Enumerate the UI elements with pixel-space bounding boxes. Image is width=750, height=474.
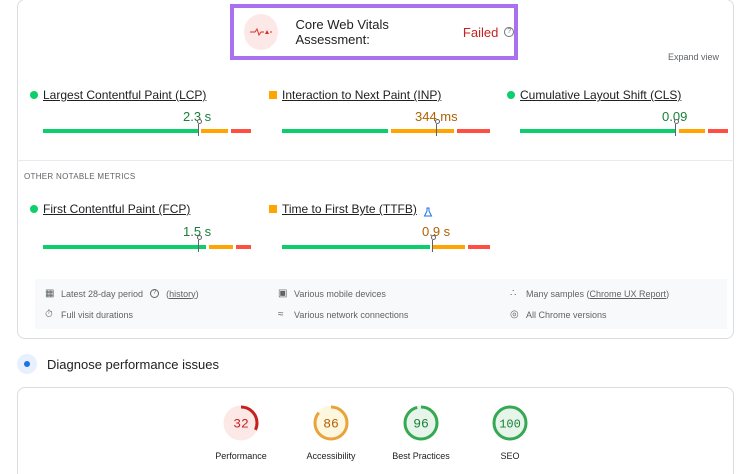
score-gauge-best-practices[interactable]: 96 Best Practices: [381, 404, 461, 461]
seo-label: SEO: [500, 451, 520, 461]
metric-ttfb-distribution-bar: [282, 245, 490, 249]
diagnose-card: [17, 387, 734, 474]
needs-improvement-status-icon: [269, 91, 277, 99]
metric-cls-label[interactable]: Cumulative Layout Shift (CLS): [520, 88, 682, 102]
metric-fcp-marker: [196, 235, 202, 252]
metric-fcp-value: 1.5 s: [183, 224, 212, 239]
accessibility-label: Accessibility: [306, 451, 356, 461]
people-icon: ∴: [510, 288, 517, 299]
best-practices-label: Best Practices: [392, 451, 450, 461]
metric-inp-marker: [434, 119, 440, 136]
samples-text: Many samples (: [526, 288, 590, 299]
metric-cls-distribution-bar: [520, 129, 728, 133]
needs-improvement-status-icon: [269, 205, 277, 213]
assessment-status: Failed: [462, 24, 499, 40]
durations-info: ⏱ Full visit durations: [45, 309, 133, 320]
seo-gauge-ring: 100: [492, 405, 528, 441]
samples-info: ∴ Many samples (Chrome UX Report): [510, 288, 669, 299]
metric-inp-value: 344 ms: [415, 109, 458, 124]
history-link[interactable]: history: [169, 288, 196, 299]
failed-status-icon: [244, 14, 279, 50]
metric-lcp-distribution-bar: [43, 129, 251, 133]
period-info: ▦ Latest 28-day period ? (history): [45, 288, 199, 299]
chrome-ux-report-link[interactable]: Chrome UX Report: [589, 288, 667, 299]
devices-icon: ▣: [278, 288, 288, 299]
best-practices-score: 96: [413, 417, 429, 432]
metric-fcp: First Contentful Paint (FCP) 1.5 s: [30, 201, 251, 252]
question-circle-icon[interactable]: ?: [504, 27, 514, 37]
performance-gauge-ring: 32: [223, 405, 259, 441]
devices-text: Various mobile devices: [294, 288, 386, 299]
good-status-icon: [30, 91, 38, 99]
metric-lcp-label[interactable]: Largest Contentful Paint (LCP): [43, 88, 207, 102]
wifi-icon: ≈: [278, 309, 284, 320]
metric-fcp-distribution-bar: [43, 245, 251, 249]
period-text: Latest 28-day period: [61, 288, 144, 299]
good-status-icon: [507, 91, 515, 99]
score-gauge-seo[interactable]: 100 SEO: [470, 404, 550, 461]
versions-info: ◎ All Chrome versions: [510, 309, 607, 320]
durations-text: Full visit durations: [61, 309, 134, 320]
samples-suffix: ): [666, 288, 670, 299]
notable-metrics-heading: OTHER NOTABLE METRICS: [24, 172, 136, 181]
metric-ttfb-label[interactable]: Time to First Byte (TTFB): [282, 202, 417, 216]
metric-ttfb-marker: [430, 235, 436, 252]
performance-score: 32: [233, 417, 249, 432]
metric-ttfb: Time to First Byte (TTFB) 0.9 s: [269, 201, 490, 252]
assessment-highlight: Core Web Vitals Assessment: Failed ?: [230, 4, 518, 60]
lighthouse-icon: [17, 354, 37, 374]
metric-lcp-value: 2.3 s: [183, 109, 212, 124]
data-info-panel: ▦ Latest 28-day period ? (history) ⏱ Ful…: [35, 279, 727, 329]
diagnose-title: Diagnose performance issues: [47, 356, 219, 372]
score-gauge-performance[interactable]: 32 Performance: [201, 404, 281, 461]
metric-fcp-label[interactable]: First Contentful Paint (FCP): [43, 202, 191, 216]
metric-lcp: Largest Contentful Paint (LCP) 2.3 s: [30, 87, 251, 136]
accessibility-score: 86: [323, 417, 339, 432]
network-text: Various network connections: [294, 309, 409, 320]
metric-cls-marker: [673, 119, 679, 136]
network-info: ≈ Various network connections: [278, 309, 408, 320]
chrome-icon: ◎: [510, 309, 519, 320]
seo-score: 100: [499, 418, 521, 432]
score-gauge-accessibility[interactable]: 86 Accessibility: [291, 404, 371, 461]
flask-icon[interactable]: [423, 204, 433, 217]
performance-label: Performance: [215, 451, 267, 461]
timer-icon: ⏱: [45, 309, 53, 320]
versions-text: All Chrome versions: [526, 309, 607, 320]
metric-inp: Interaction to Next Paint (INP) 344 ms: [269, 87, 490, 136]
metric-inp-label[interactable]: Interaction to Next Paint (INP): [282, 88, 442, 102]
metric-inp-distribution-bar: [282, 129, 490, 133]
metric-cls: Cumulative Layout Shift (CLS) 0.09: [507, 87, 728, 136]
question-circle-icon[interactable]: ?: [150, 289, 160, 298]
accessibility-gauge-ring: 86: [313, 405, 349, 441]
assessment-title: Core Web Vitals Assessment:: [295, 17, 389, 47]
devices-info: ▣ Various mobile devices: [278, 288, 386, 299]
metric-ttfb-value: 0.9 s: [422, 224, 451, 239]
expand-view-button[interactable]: Expand view: [668, 52, 720, 62]
metric-lcp-marker: [196, 119, 202, 136]
metric-cls-value: 0.09: [662, 109, 688, 124]
calendar-icon: ▦: [45, 288, 55, 299]
good-status-icon: [30, 205, 38, 213]
section-divider: [17, 160, 734, 161]
best-practices-gauge-ring: 96: [403, 405, 439, 441]
diagnose-section-header: Diagnose performance issues: [17, 354, 219, 374]
